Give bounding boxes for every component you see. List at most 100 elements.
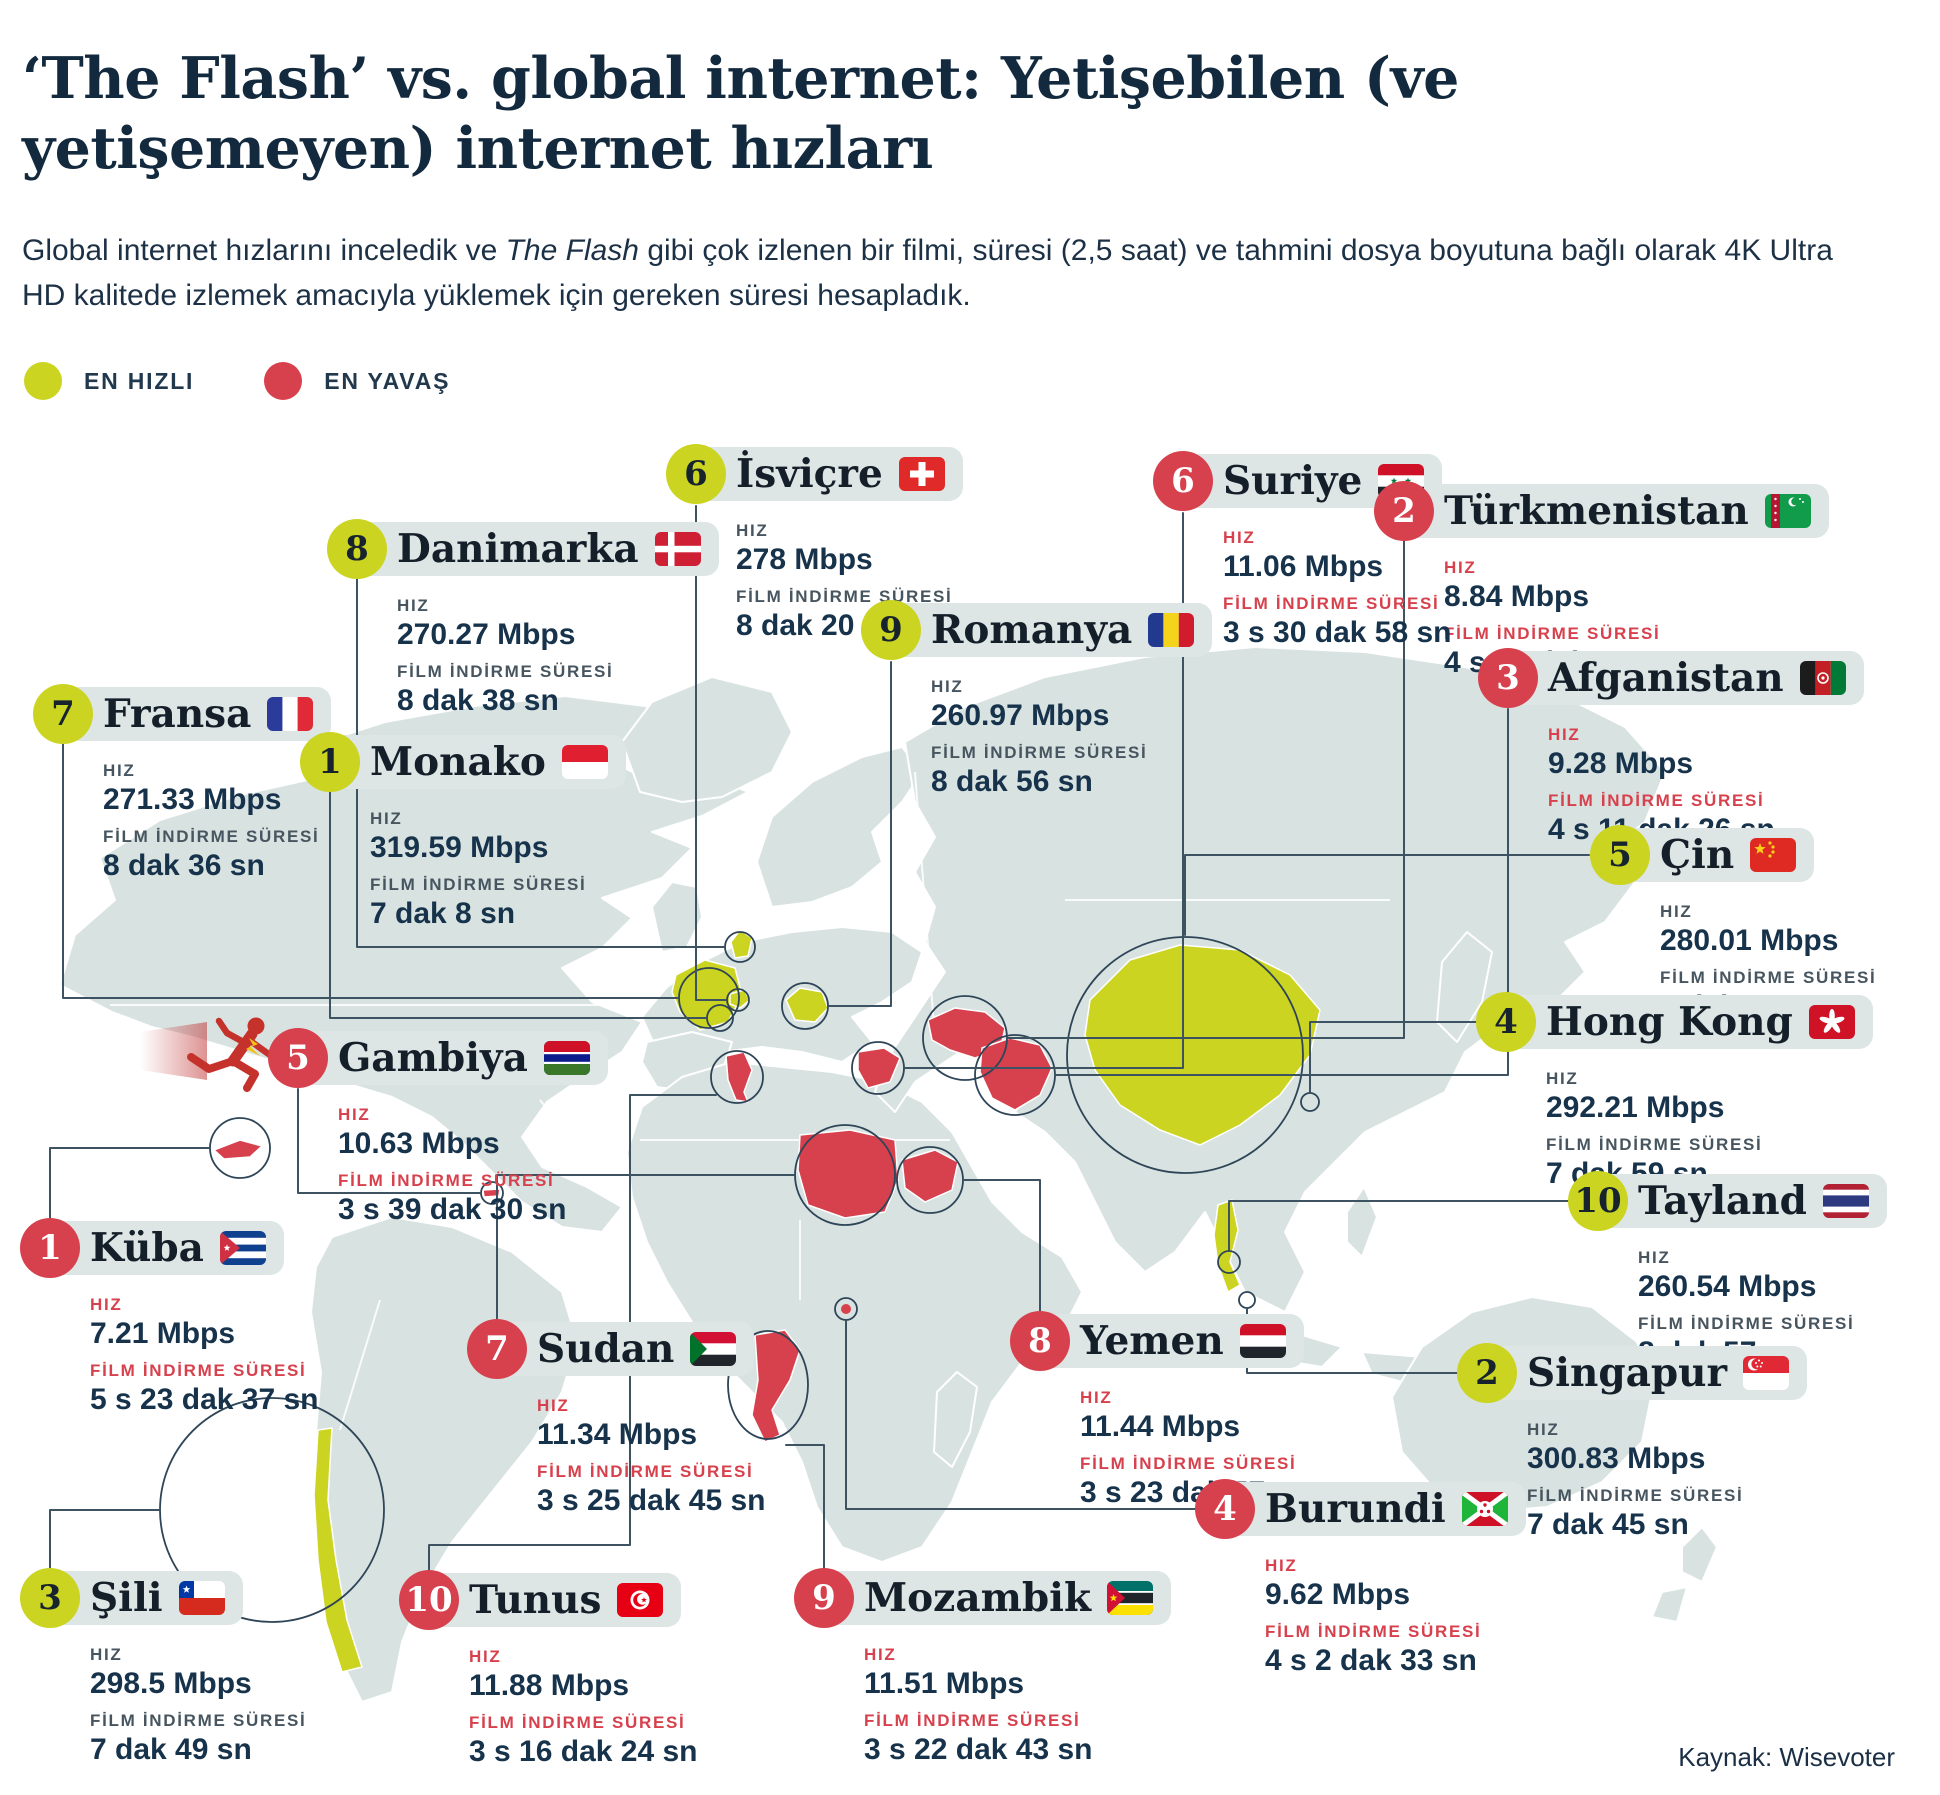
flag-sd-icon (690, 1332, 737, 1366)
country-pill: Hong Kong (1498, 995, 1873, 1049)
speed-value: 11.44 Mbps (1080, 1410, 1241, 1443)
time-label: FİLM İNDİRME SÜRESİ (469, 1712, 686, 1732)
country-pill: Burundi (1217, 1482, 1526, 1536)
country-name: Tunus (469, 1576, 602, 1623)
country-name: Yemen (1080, 1317, 1224, 1364)
time-label: FİLM İNDİRME SÜRESİ (1527, 1485, 1744, 1505)
speed-value: 9.28 Mbps (1548, 747, 1694, 780)
country-name: Sudan (537, 1325, 675, 1372)
speed-label: HIZ (397, 596, 430, 615)
country-name: Şili (90, 1574, 163, 1621)
connector-bi (845, 1320, 1196, 1510)
speed-value: 260.97 Mbps (931, 699, 1110, 732)
flag-tm-icon (1764, 494, 1811, 528)
time-label: FİLM İNDİRME SÜRESİ (931, 742, 1148, 762)
highlight-sy (857, 1047, 901, 1089)
time-label: FİLM İNDİRME SÜRESİ (537, 1461, 754, 1481)
subtitle-prefix: Global internet hızlarını inceledik ve (22, 234, 506, 267)
rank-badge: 5 (1590, 825, 1650, 885)
legend-slowest-label: EN YAVAŞ (324, 367, 451, 394)
country-pill: Sudan (489, 1322, 755, 1376)
page-title: ‘The Flash’ vs. global internet: Yetişeb… (22, 45, 1459, 182)
country-pill: Romanya (883, 603, 1213, 657)
connector-dk (356, 578, 725, 948)
map-circle-tn (710, 1050, 764, 1104)
highlight-cl (313, 1427, 363, 1673)
country-name: Mozambik (864, 1574, 1091, 1621)
source-credit: Kaynak: Wisevoter (1678, 1742, 1895, 1772)
legend-fastest-label: EN HIZLI (84, 367, 195, 394)
time-value: 3 s 22 dak 43 sn (864, 1732, 1093, 1766)
highlight-cn (1084, 944, 1321, 1146)
speed-label: HIZ (1527, 1420, 1560, 1439)
flag-ye-icon (1239, 1324, 1286, 1358)
legend-item-slowest: EN YAVAŞ (264, 362, 450, 400)
fastest-dot-icon (24, 362, 62, 400)
country-pill: Fransa (55, 687, 332, 741)
slowest-dot-icon (264, 362, 303, 400)
country-pill: Monako (322, 735, 626, 789)
flag-ro-icon (1148, 613, 1195, 647)
speed-value: 9.62 Mbps (1265, 1578, 1411, 1611)
flag-cn-icon (1750, 838, 1797, 872)
time-value: 5 s 23 dak 37 sn (90, 1382, 319, 1416)
time-label: FİLM İNDİRME SÜRESİ (1548, 790, 1765, 810)
speed-label: HIZ (736, 521, 769, 540)
callout-body: HIZ 11.88 Mbps FİLM İNDİRME SÜRESİ 3 s 16 d… (469, 1638, 698, 1769)
time-label: FİLM İNDİRME SÜRESİ (397, 661, 614, 681)
country-pill: Tayland (1590, 1174, 1887, 1228)
rank-badge: 3 (20, 1568, 80, 1628)
speed-value: 278 Mbps (736, 543, 873, 576)
speed-label: HIZ (469, 1647, 502, 1666)
flag-cl-icon (178, 1581, 225, 1615)
connector-mc (329, 789, 707, 1019)
callout-body: HIZ 9.62 Mbps FİLM İNDİRME SÜRESİ 4 s 2 dak… (1265, 1547, 1481, 1678)
callout-body: HIZ 300.83 Mbps FİLM İNDİRME SÜRESİ 7 dak 4… (1527, 1411, 1743, 1542)
country-pill: Şili (42, 1571, 243, 1625)
connector-cn (1184, 854, 1590, 936)
rank-badge: 2 (1374, 481, 1434, 541)
connector-fr (62, 743, 679, 999)
rank-badge: 8 (1010, 1311, 1070, 1371)
connector-sy (904, 512, 1184, 1069)
time-value: 4 s 2 dak 33 sn (1265, 1643, 1477, 1677)
connector-hk (1309, 1021, 1477, 1093)
rank-badge: 7 (467, 1319, 527, 1379)
callout-body: HIZ 292.21 Mbps FİLM İNDİRME SÜRESİ 7 dak 5… (1546, 1060, 1762, 1191)
connector-ch (695, 505, 727, 1001)
callout-body: HIZ 298.5 Mbps FİLM İNDİRME SÜRESİ 7 dak 49… (90, 1636, 306, 1767)
time-label: FİLM İNDİRME SÜRESİ (1660, 967, 1877, 987)
callout-body: HIZ 319.59 Mbps FİLM İNDİRME SÜRESİ 7 dak 8… (370, 800, 586, 931)
country-name: Gambiya (338, 1034, 528, 1081)
country-pill: İsviçre (688, 447, 963, 501)
speed-label: HIZ (1660, 902, 1693, 921)
connector-ro (828, 661, 892, 1007)
time-value: 3 s 16 dak 24 sn (469, 1734, 698, 1768)
flag-af-icon (1799, 661, 1846, 695)
speed-label: HIZ (1638, 1248, 1671, 1267)
highlight-sd (797, 1129, 899, 1219)
rank-badge: 9 (794, 1568, 854, 1628)
rank-badge: 6 (1153, 451, 1213, 511)
speed-label: HIZ (1444, 558, 1477, 577)
speed-value: 280.01 Mbps (1660, 924, 1839, 957)
country-pill: Türkmenistan (1396, 484, 1829, 538)
rank-badge: 7 (33, 684, 93, 744)
rank-badge: 2 (1457, 1343, 1517, 1403)
highlight-bi (841, 1304, 851, 1314)
speed-value: 292.21 Mbps (1546, 1091, 1725, 1124)
connector-gm (297, 1088, 481, 1194)
time-value: 7 dak 8 sn (370, 896, 516, 930)
speed-label: HIZ (90, 1645, 123, 1664)
subtitle-suffix: gibi çok izlenen bir filmi, süresi (2,5 … (22, 234, 1833, 312)
speed-value: 10.63 Mbps (338, 1127, 500, 1160)
connector-tn (428, 1094, 717, 1572)
flag-dk-icon (654, 532, 701, 566)
callout-body: HIZ 271.33 Mbps FİLM İNDİRME SÜRESİ 8 dak 3… (103, 752, 319, 883)
country-pill: Küba (42, 1221, 284, 1275)
speed-value: 300.83 Mbps (1527, 1442, 1706, 1475)
speed-value: 271.33 Mbps (103, 783, 282, 816)
callout-body: HIZ 11.34 Mbps FİLM İNDİRME SÜRESİ 3 s 25 d… (537, 1387, 766, 1518)
flag-hk-icon (1808, 1005, 1855, 1039)
